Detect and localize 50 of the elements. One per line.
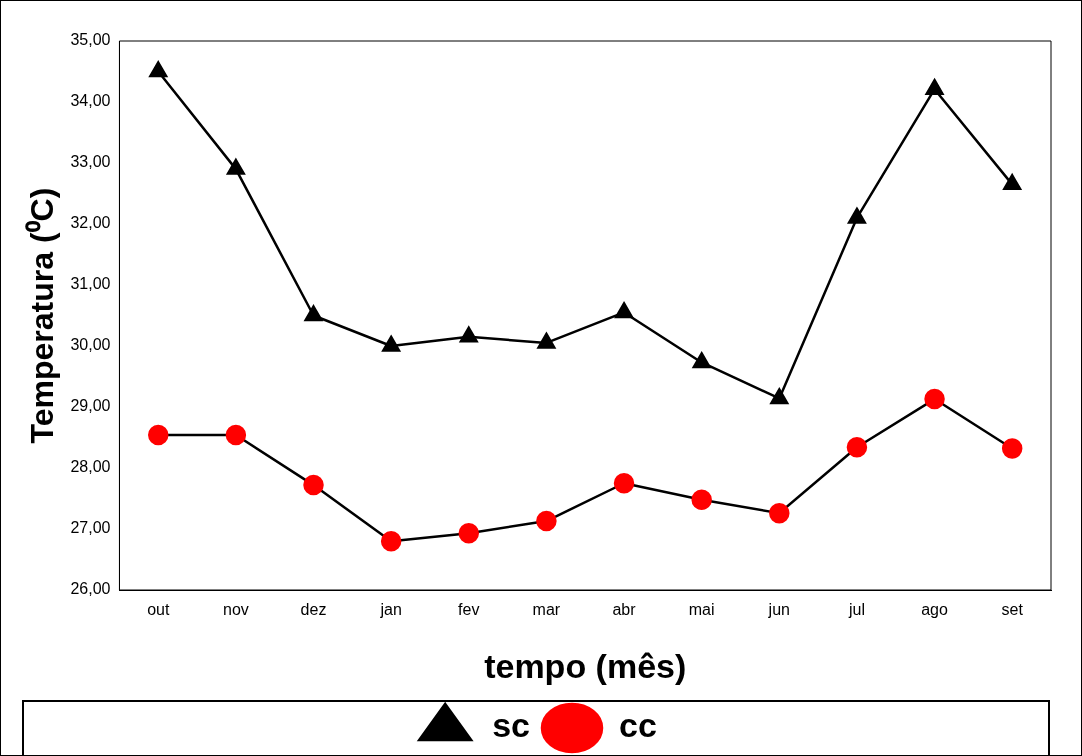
point: [458, 523, 480, 544]
point: [459, 326, 478, 343]
point: [1003, 174, 1022, 191]
y-tick-label: 27,00: [70, 519, 111, 537]
y-tick-label: 28,00: [70, 458, 111, 476]
point: [226, 158, 245, 175]
x-tick-label: jun: [767, 601, 790, 619]
point: [380, 530, 402, 552]
x-tick-label: jan: [379, 601, 402, 619]
point: [1001, 438, 1023, 459]
point: [303, 474, 324, 496]
y-tick-label: 26,00: [70, 580, 111, 598]
point: [148, 424, 169, 446]
y-tick-label: 33,00: [70, 153, 111, 171]
x-tick-label: fev: [458, 601, 480, 619]
point: [924, 388, 945, 410]
x-tick-label: nov: [222, 601, 249, 619]
x-tick-label: set: [1001, 601, 1024, 619]
y-tick-label: 32,00: [70, 214, 111, 232]
x-axis-title: tempo (mês): [484, 646, 687, 685]
x-tick-label: out: [147, 601, 170, 619]
point: [691, 489, 712, 510]
point: [225, 424, 247, 446]
point: [536, 510, 557, 532]
x-tick-label: mar: [532, 601, 561, 619]
point: [847, 207, 866, 224]
x-tick-label: abr: [612, 601, 637, 619]
point: [614, 302, 634, 319]
point: [537, 332, 556, 349]
x-tick-label: jul: [847, 601, 865, 619]
point: [382, 335, 401, 352]
point: [770, 388, 789, 405]
point: [613, 473, 635, 494]
legend-label: sc: [492, 706, 531, 745]
y-tick-label: 31,00: [70, 275, 111, 293]
x-tick-label: mai: [688, 601, 715, 619]
y-tick-label: 35,00: [70, 31, 111, 49]
point: [769, 502, 790, 524]
point: [925, 78, 944, 95]
x-tick-label: ago: [921, 601, 948, 619]
point: [149, 61, 168, 78]
legend-label: cc: [619, 706, 657, 745]
x-tick-label: dez: [300, 601, 327, 619]
y-axis-title: Temperatura (⁰C): [24, 187, 61, 444]
point: [304, 305, 323, 322]
point: [846, 437, 868, 458]
y-tick-label: 34,00: [70, 92, 111, 110]
y-tick-label: 30,00: [70, 336, 111, 354]
y-tick-label: 29,00: [70, 397, 111, 415]
point: [692, 352, 711, 369]
